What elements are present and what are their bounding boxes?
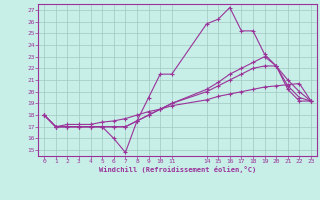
X-axis label: Windchill (Refroidissement éolien,°C): Windchill (Refroidissement éolien,°C) bbox=[99, 166, 256, 173]
